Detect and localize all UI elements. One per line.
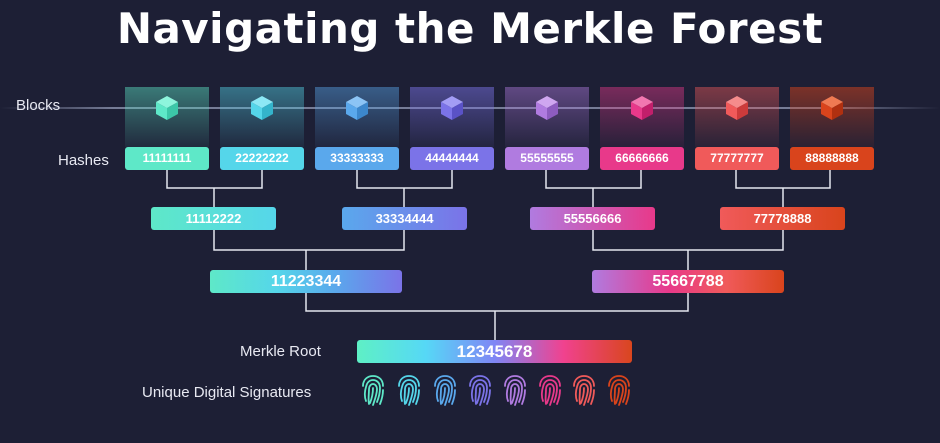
cube-icon [346, 96, 368, 120]
fingerprint-icon [573, 375, 595, 406]
hash-leaf-6: 66666666 [600, 147, 684, 170]
block-6 [600, 87, 684, 147]
hashes-row-label: Hashes [58, 152, 109, 169]
block-2 [220, 87, 304, 147]
fingerprint-icon [469, 375, 491, 406]
hash-level1-2: 33334444 [342, 207, 467, 230]
cube-icon [631, 96, 653, 120]
block-1 [125, 87, 209, 147]
block-5 [505, 87, 589, 147]
hash-level1-4: 77778888 [720, 207, 845, 230]
fingerprint-icon [362, 375, 384, 406]
fingerprint-icon [504, 375, 526, 406]
signatures-row-label: Unique Digital Signatures [142, 384, 312, 401]
hash-level1-1: 11112222 [151, 207, 276, 230]
cube-icon [726, 96, 748, 120]
hash-leaf-1: 11111111 [125, 147, 209, 170]
merkle-root-hash: 12345678 [357, 340, 632, 363]
blocks-row-label: Blocks [16, 97, 61, 114]
fingerprint-icon [434, 375, 456, 406]
hash-level2-1: 11223344 [210, 270, 402, 293]
hash-leaf-7: 77777777 [695, 147, 779, 170]
block-7 [695, 87, 779, 147]
cube-icon [536, 96, 558, 120]
fingerprint-icon [539, 375, 561, 406]
page-title: Navigating the Merkle Forest [116, 4, 824, 53]
hash-level2-2: 55667788 [592, 270, 784, 293]
block-3 [315, 87, 399, 147]
hash-leaf-8: 88888888 [790, 147, 874, 170]
hash-leaf-4: 44444444 [410, 147, 494, 170]
fingerprint-icon [398, 375, 420, 406]
cube-icon [441, 96, 463, 120]
block-8 [790, 87, 874, 147]
block-4 [410, 87, 494, 147]
merkle-root-label: Merkle Root [240, 343, 321, 360]
hash-leaf-3: 33333333 [315, 147, 399, 170]
hash-level1-3: 55556666 [530, 207, 655, 230]
hash-leaf-2: 22222222 [220, 147, 304, 170]
fingerprint-icon [608, 375, 630, 406]
cube-icon [821, 96, 843, 120]
cube-icon [156, 96, 178, 120]
cube-icon [251, 96, 273, 120]
hash-leaf-5: 55555555 [505, 147, 589, 170]
